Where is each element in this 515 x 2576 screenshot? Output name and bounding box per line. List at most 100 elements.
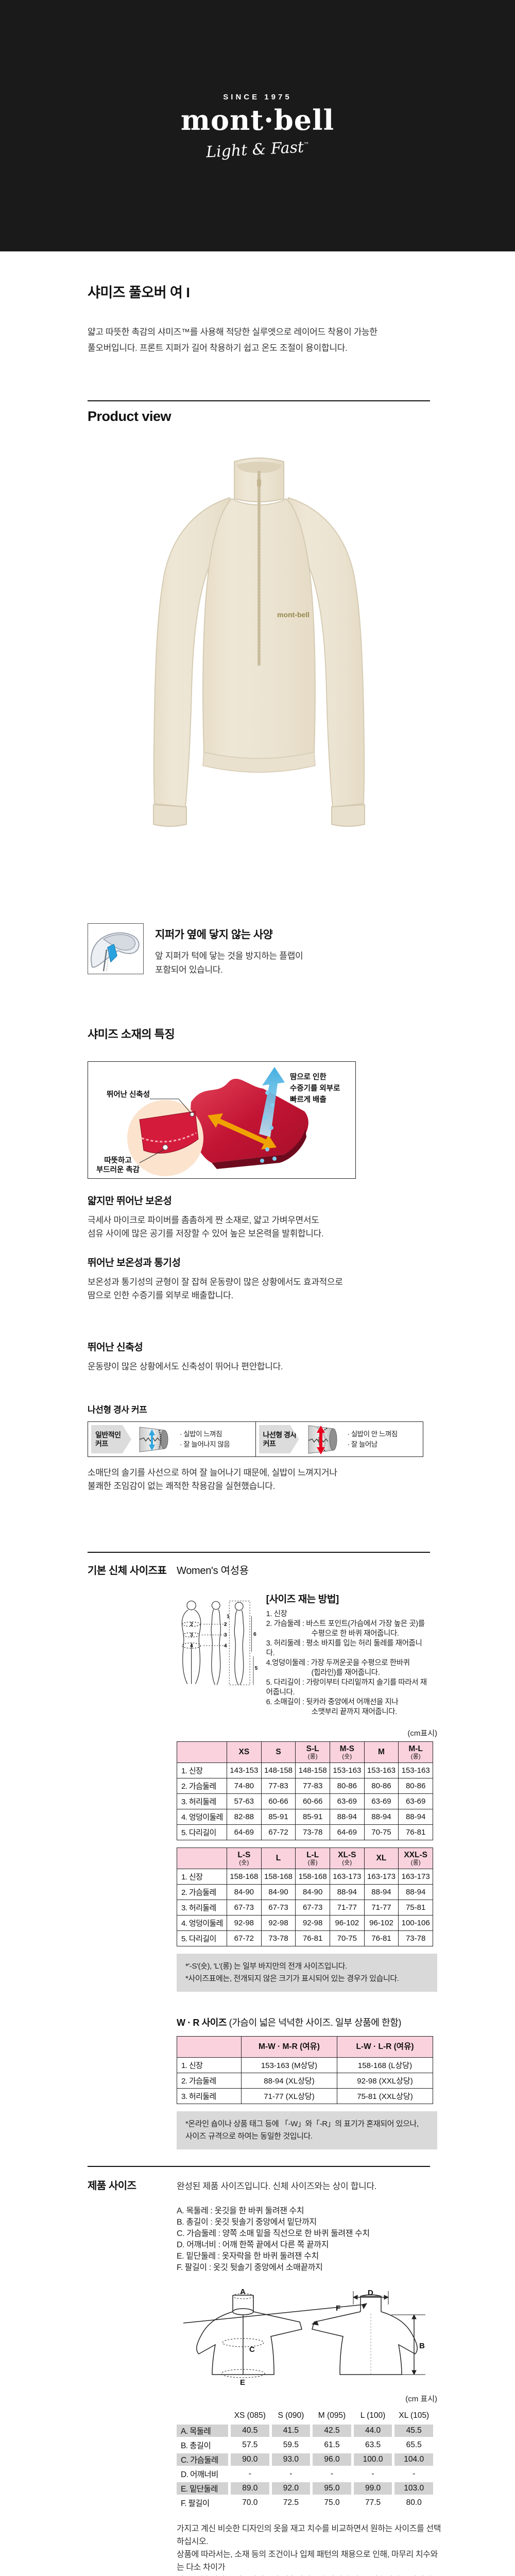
table-cell: 61.5	[324, 2441, 340, 2449]
table-cell: 70-75	[364, 1824, 399, 1840]
table-cell: 84-90	[261, 1884, 296, 1900]
howto-list: 1. 신장 2. 가슴둘레 : 바스트 포인트(가슴에서 가장 높은 곳)를 수평으…	[266, 1609, 430, 1717]
vapor-arrow	[259, 1067, 285, 1163]
table-cell: 59.5	[283, 2441, 299, 2449]
measure-letter-e: E	[240, 2378, 245, 2387]
list-item: A. 목둘레 : 옷깃을 한 바퀴 둘려잰 수치	[177, 2206, 444, 2217]
hem-band	[202, 752, 316, 773]
table-cell: M-L (롱)	[398, 1741, 433, 1763]
divider	[88, 1552, 430, 1553]
list-line: 4.엉덩이둘레 : 가장 두꺼운곳을 수평으로 한바퀴	[266, 1659, 410, 1667]
list-line: B. 총길이 : 옷깃 뒷솔기 중앙에서 밑단까지	[177, 2218, 317, 2227]
table-cell: 100-106	[398, 1915, 433, 1931]
table-cell: 72.5	[283, 2498, 299, 2507]
table-cell: 76-81	[295, 1930, 330, 1946]
body-size-heading-row: 기본 신체 사이즈표 Women's 여성용	[88, 1562, 430, 1577]
flap-blue	[107, 943, 117, 963]
spacer	[88, 2192, 177, 2576]
crosssection-wedge	[139, 1111, 199, 1154]
table-cell: -	[330, 2469, 334, 2478]
table-cell: 163-173	[329, 1869, 365, 1885]
measure-letter-a: A	[240, 2289, 246, 2296]
table-cell: M-W · M-R (여유)	[241, 2036, 337, 2058]
fig-num: 1	[227, 1614, 230, 1619]
table-header-row: L-S (숏) L L-L (롱) XL-S (숏) XL XXL-S (롱)	[177, 1848, 433, 1869]
divider	[88, 400, 430, 401]
table-cell: 3. 허리둘레	[177, 1793, 227, 1809]
table-cell: 63.5	[365, 2441, 381, 2449]
table-cell: 44.0	[353, 2425, 392, 2437]
table-row: 2. 가슴둘레 88-94 (XL상당) 92-98 (XXL상당)	[177, 2073, 433, 2089]
list-item: 5. 다리길이 : 가랑이부터 다리밑까지 솔기를 따라서 재어줍니다.	[266, 1678, 430, 1698]
fig-num: 2	[190, 1622, 193, 1628]
list-item: 1. 신장	[266, 1609, 430, 1619]
table-cell: XXL-S (롱)	[398, 1848, 433, 1869]
wr-size-table: M-W · M-R (여유) L-W · L-R (여유) 1. 신장 153-163…	[177, 2036, 433, 2104]
feature-title: 지퍼가 옆에 닿지 않는 사양	[155, 929, 273, 941]
brand-tagline-text: Light & Fast	[205, 138, 304, 162]
collar-flap-illustration	[91, 932, 140, 972]
material-sub-body: 운동량이 많은 상황에서도 신축성이 뛰어나 편안합니다.	[88, 1360, 430, 1374]
wr-heading-strong: W · R 사이즈	[177, 2018, 227, 2028]
table-row: 3. 허리둘레 57-63 60-66 60-66 63-69 63-69 63-69	[177, 1793, 433, 1809]
table-cell: S (090)	[278, 2411, 304, 2420]
table-cell	[177, 1741, 227, 1763]
note-line: *사이즈표에는, 전개되지 않은 크기가 표시되어 있는 경우가 있습니다.	[185, 1974, 399, 1983]
table-cell: 104.0	[394, 2453, 433, 2466]
product-size-intro: 완성된 제품 사이즈입니다. 신체 사이즈와는 상이 합니다.	[177, 2181, 377, 2191]
table-cell: 1. 신장	[177, 1869, 227, 1885]
table-cell: 77-83	[295, 1778, 330, 1794]
table-cell: 1. 신장	[177, 1762, 227, 1778]
cuff-normal-illustration	[139, 1426, 168, 1452]
product-description: 얇고 따뜻한 촉감의 샤미즈™를 사용해 적당한 실루엣으로 레이어드 착용이 …	[88, 324, 430, 356]
fig-num: 2	[224, 1622, 227, 1628]
list-line: 2. 가슴둘레 : 바스트 포인트(가슴에서 가장 높은 곳)를	[266, 1620, 425, 1628]
material-sub-body: 극세사 마이크로 파이버를 촘촘하게 짠 소재로, 얇고 가벼우면서도 섬유 사…	[88, 1214, 430, 1241]
material-section-2: 뛰어난 신축성 운동량이 많은 상황에서도 신축성이 뛰어나 편안합니다.	[88, 1340, 430, 1374]
table-cell: 73-78	[261, 1930, 296, 1946]
table-cell: 153-163	[398, 1762, 433, 1778]
table-cell: 163-173	[364, 1869, 399, 1885]
table-cell: XS	[227, 1741, 262, 1763]
table-cell: 103.0	[394, 2482, 433, 2495]
divider	[88, 2166, 430, 2167]
size-note-box: *'-S'(숏), 'L'(롱) 는 일부 바지만의 전개 사이즈입니다. *사…	[177, 1954, 437, 1992]
figure-side-body	[211, 1609, 221, 1685]
description-line: 풀오버입니다. 프론트 지퍼가 길어 착용하기 쉽고 온도 조절이 용이합니다.	[88, 343, 348, 353]
table-cell: 70-75	[329, 1930, 365, 1946]
table-cell: 67-73	[261, 1900, 296, 1916]
table-row: 2. 가슴둘레 74-80 77-83 77-83 80-86 80-86 80-86	[177, 1778, 433, 1794]
table-cell: 88-94	[398, 1884, 433, 1900]
table-cell: 2. 가슴둘레	[177, 2073, 242, 2089]
table-cell: 67-72	[227, 1930, 262, 1946]
table-row: 1. 신장 153-163 (M상당) 158-168 (L상당)	[177, 2057, 433, 2073]
cuff-normal-bullets: 실밥이 느껴짐 잘 늘어나지 않음	[180, 1429, 230, 1450]
table-cell: 63-69	[329, 1793, 365, 1809]
table-row: A. 목둘레 40.5 41.5 42.5 44.0 45.5	[177, 2425, 433, 2437]
table-cell: -	[289, 2469, 293, 2478]
table-cell: 158-168	[227, 1869, 262, 1885]
cuff-heading: 나선형 경사 커프	[88, 1405, 147, 1415]
table-cell: 92-98	[261, 1915, 296, 1931]
body-size-subheading: Women's 여성용	[177, 1565, 249, 1577]
figure-front-head	[186, 1600, 196, 1611]
table-cell: 40.5	[231, 2425, 269, 2437]
stitch-ring	[158, 1430, 162, 1449]
table-cell: 71-77 (XL상당)	[241, 2088, 337, 2104]
material-sub-title: 얇지만 뛰어난 보온성	[88, 1196, 172, 1207]
fig-num: 3	[190, 1633, 193, 1638]
howto-block: [사이즈 재는 방법] 1. 신장 2. 가슴둘레 : 바스트 포인트(가슴에서 …	[266, 1591, 430, 1717]
right-sleeve	[285, 497, 365, 808]
list-line: E. 밑단둘레 : 옷자락을 한 바퀴 둘려잰 수치	[177, 2252, 319, 2261]
brand-tagline: Light & Fast™	[205, 138, 310, 161]
table-cell: 84-90	[227, 1884, 262, 1900]
table-cell: E. 밑단둘레	[177, 2482, 228, 2495]
table-cell: 143-153	[227, 1762, 262, 1778]
table-cell: 90.0	[231, 2453, 269, 2466]
list-line: D. 어깨너비 : 어깨 한쪽 끝에서 다른 쪽 끝까지	[177, 2241, 329, 2249]
table-header-row: M-W · M-R (여유) L-W · L-R (여유)	[177, 2036, 433, 2058]
table-cell: 2. 가슴둘레	[177, 1778, 227, 1794]
product-photo: mont-bell	[88, 443, 430, 841]
brand-since-text: SINCE 1975	[223, 93, 292, 101]
text-line: 날 수 있습니다. (*상품사이즈와 실측사이즈가 차이가 날 수 있습니다/오…	[177, 2574, 444, 2576]
